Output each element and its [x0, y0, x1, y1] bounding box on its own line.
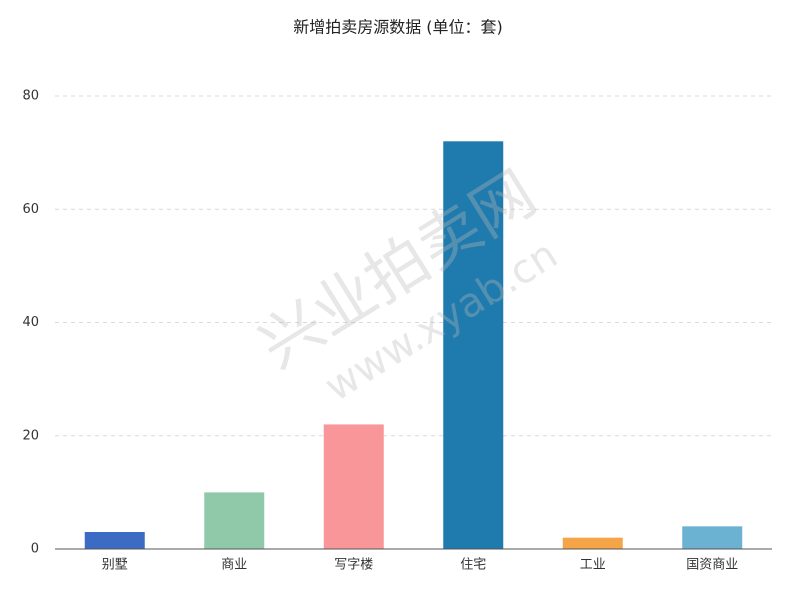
bar — [323, 424, 384, 549]
x-tick-label: 别墅 — [102, 558, 128, 573]
y-tick-label: 0 — [31, 542, 39, 557]
bar — [682, 526, 743, 549]
y-tick-label: 80 — [22, 89, 39, 104]
bar — [84, 532, 145, 549]
bar — [204, 492, 265, 549]
y-tick-label: 60 — [22, 202, 39, 217]
x-tick-label: 工业 — [580, 558, 606, 573]
x-tick-label: 写字楼 — [334, 558, 373, 573]
bar — [443, 141, 504, 550]
x-tick-label: 国资商业 — [686, 558, 738, 573]
x-tick-label: 住宅 — [460, 558, 486, 573]
x-tick-label: 商业 — [221, 558, 247, 573]
y-tick-label: 20 — [22, 428, 39, 443]
y-tick-label: 40 — [22, 315, 39, 330]
bar — [562, 537, 623, 549]
chart-title: 新增拍卖房源数据 (单位：套) — [293, 18, 503, 37]
